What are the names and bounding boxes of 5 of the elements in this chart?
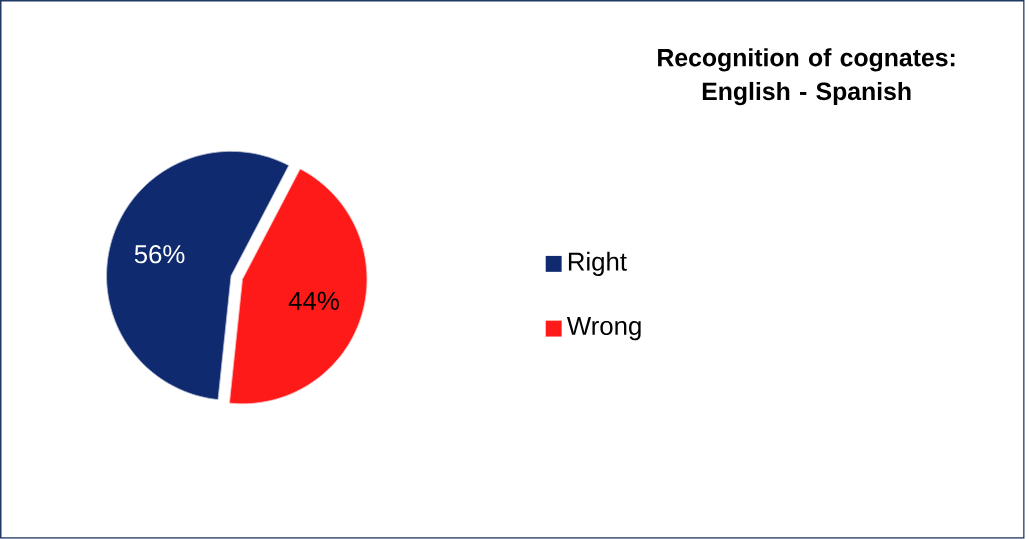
data-label: 44% <box>288 291 339 311</box>
legend-label: Wrong <box>566 317 641 341</box>
data-label: 56% <box>134 245 185 264</box>
text: Recognition of cognates: English - Spanish <box>658 48 955 106</box>
legend-label: Right <box>568 252 627 277</box>
